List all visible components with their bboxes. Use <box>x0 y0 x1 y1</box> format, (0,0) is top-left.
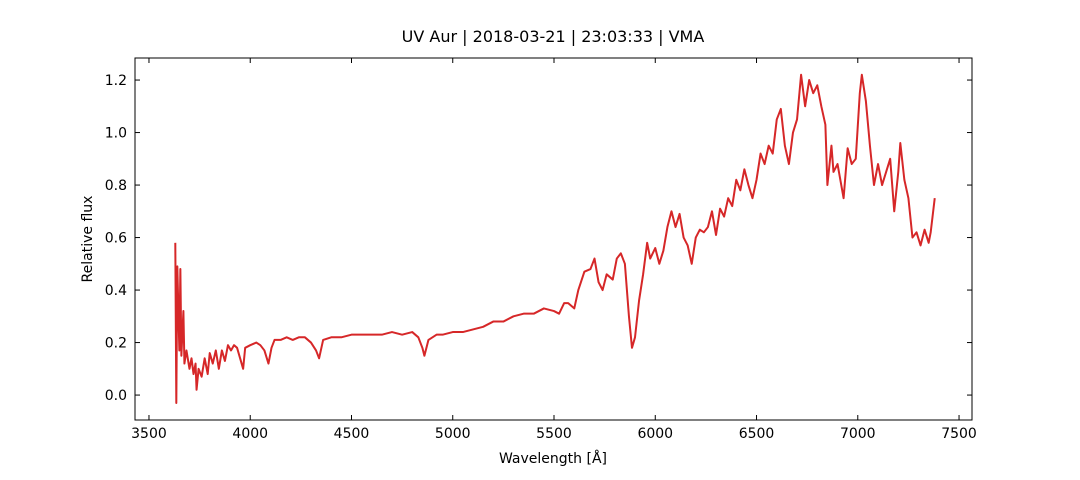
x-tick-label: 6000 <box>637 426 673 442</box>
y-tick-label: 0.8 <box>105 178 127 194</box>
plot-frame <box>134 57 973 421</box>
y-tick-label: 1.0 <box>105 126 127 142</box>
x-tick-label: 5500 <box>536 426 572 442</box>
spectrum-line <box>174 73 936 404</box>
x-tick-label: 4500 <box>334 426 370 442</box>
y-tick-label: 1.2 <box>105 73 127 89</box>
x-tick-label: 6500 <box>739 426 775 442</box>
x-tick-label: 5000 <box>435 426 471 442</box>
x-tick-label: 7500 <box>941 426 977 442</box>
x-tick-label: 3500 <box>131 426 167 442</box>
y-tick-label: 0.2 <box>105 336 127 352</box>
y-tick-label: 0.0 <box>105 388 127 404</box>
y-axis-label: Relative flux <box>80 196 96 283</box>
chart-title: UV Aur | 2018-03-21 | 23:03:33 | VMA <box>402 27 705 46</box>
y-tick-label: 0.4 <box>105 283 127 299</box>
x-tick-label: 4000 <box>232 426 268 442</box>
x-tick-label: 7000 <box>840 426 876 442</box>
x-axis-label: Wavelength [Å] <box>499 450 607 467</box>
y-tick-label: 0.6 <box>105 231 127 247</box>
